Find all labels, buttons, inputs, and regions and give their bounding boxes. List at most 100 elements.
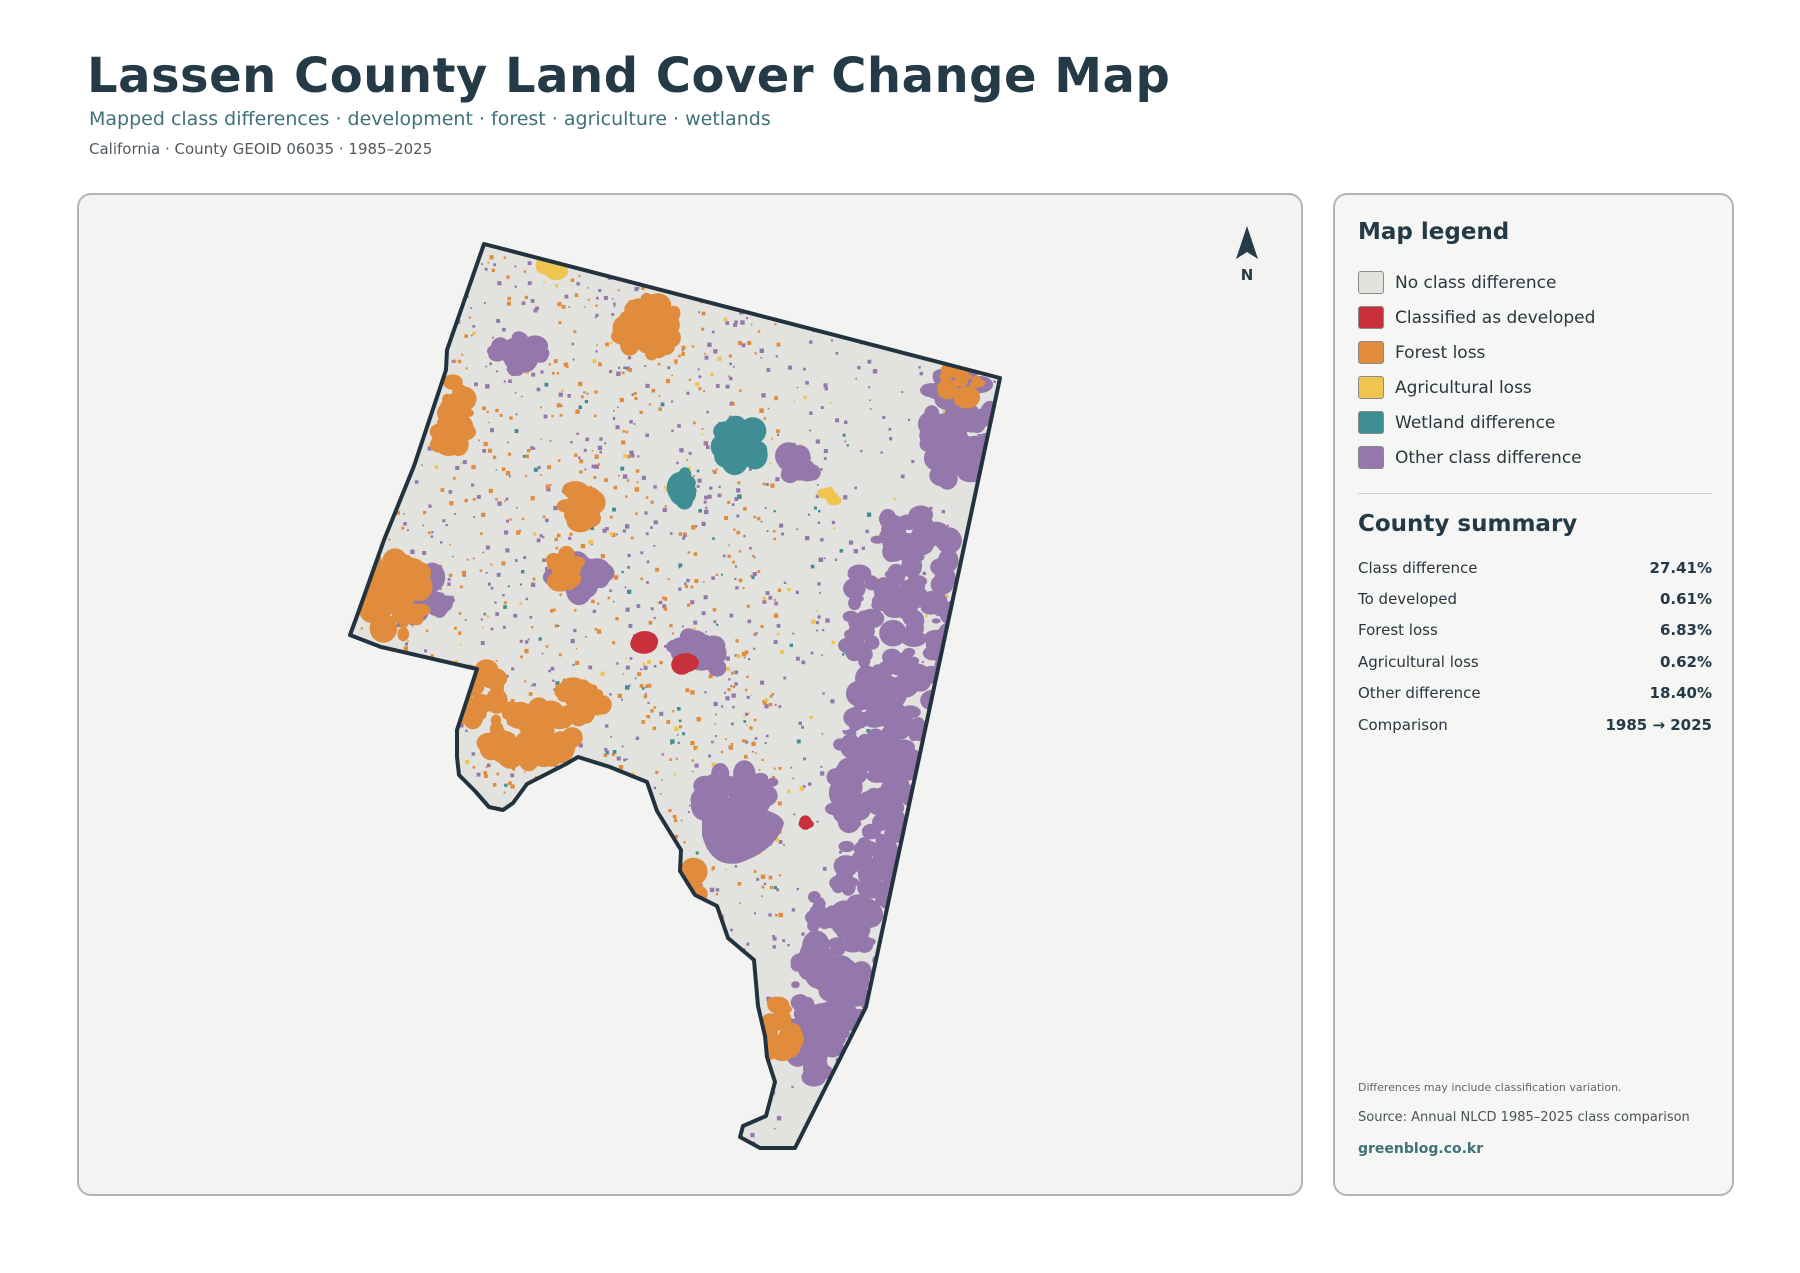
change-patch xyxy=(915,721,926,729)
change-speckle xyxy=(407,994,412,999)
change-patch xyxy=(824,802,846,816)
change-speckle xyxy=(665,1112,668,1115)
change-speckle xyxy=(830,699,835,704)
change-speckle xyxy=(407,669,411,673)
change-speckle xyxy=(769,462,772,465)
change-speckle xyxy=(490,428,495,433)
change-patch xyxy=(429,437,449,453)
change-speckle xyxy=(578,381,583,387)
change-speckle xyxy=(678,725,682,729)
change-patch xyxy=(805,1055,817,1068)
change-speckle xyxy=(743,720,747,723)
change-patch xyxy=(566,496,579,506)
change-speckle xyxy=(505,674,509,678)
summary-value: 1985 → 2025 xyxy=(1605,715,1712,734)
change-speckle xyxy=(414,480,419,484)
change-speckle xyxy=(998,404,1000,408)
change-speckle xyxy=(685,584,689,588)
change-speckle xyxy=(532,1025,537,1030)
change-speckle xyxy=(571,342,575,346)
change-speckle xyxy=(995,660,999,664)
change-speckle xyxy=(488,488,493,494)
change-speckle xyxy=(443,300,448,304)
change-speckle xyxy=(783,844,785,846)
change-speckle xyxy=(484,267,488,271)
change-speckle xyxy=(416,821,420,825)
lake-patch xyxy=(702,807,784,864)
change-patch xyxy=(380,590,404,606)
change-speckle xyxy=(377,256,380,259)
change-speckle xyxy=(978,1115,981,1118)
change-speckle xyxy=(468,316,471,319)
credit-link[interactable]: greenblog.co.kr xyxy=(1358,1141,1484,1157)
change-speckle xyxy=(389,1065,392,1068)
change-speckle xyxy=(670,742,673,745)
change-speckle xyxy=(366,737,371,742)
change-speckle xyxy=(667,578,670,581)
map-panel[interactable]: N xyxy=(77,193,1303,1196)
change-speckle xyxy=(489,362,492,366)
change-speckle xyxy=(577,777,581,781)
county-map[interactable]: N xyxy=(79,195,1303,1196)
change-speckle xyxy=(478,439,480,442)
change-speckle xyxy=(559,414,563,417)
change-speckle xyxy=(982,871,986,875)
change-speckle xyxy=(410,345,415,349)
change-speckle xyxy=(585,635,587,638)
change-speckle xyxy=(653,616,656,620)
change-speckle xyxy=(420,968,423,972)
change-speckle xyxy=(728,354,732,358)
change-speckle xyxy=(590,526,594,531)
change-speckle xyxy=(605,1151,609,1155)
change-speckle xyxy=(744,650,749,654)
change-speckle xyxy=(656,1132,660,1136)
change-speckle xyxy=(820,468,823,471)
change-speckle xyxy=(893,497,896,501)
change-speckle xyxy=(566,1074,568,1077)
change-speckle xyxy=(453,626,457,630)
change-speckle xyxy=(757,330,761,333)
change-speckle xyxy=(385,785,390,790)
change-patch xyxy=(479,667,508,689)
change-speckle xyxy=(523,270,527,273)
change-speckle xyxy=(715,468,718,471)
change-speckle xyxy=(524,838,529,843)
change-speckle xyxy=(825,618,830,623)
change-patch xyxy=(432,601,447,618)
change-speckle xyxy=(669,894,673,898)
change-speckle xyxy=(748,295,751,298)
change-speckle xyxy=(422,397,427,402)
change-speckle xyxy=(545,978,547,980)
change-speckle xyxy=(502,327,506,332)
change-speckle xyxy=(450,757,454,761)
change-speckle xyxy=(687,1116,691,1121)
change-speckle xyxy=(594,628,598,631)
change-speckle xyxy=(414,347,418,351)
change-speckle xyxy=(488,942,492,946)
change-speckle xyxy=(626,366,630,371)
change-speckle xyxy=(500,1022,503,1025)
change-speckle xyxy=(392,363,396,368)
change-speckle xyxy=(657,824,660,828)
change-speckle xyxy=(559,593,562,596)
change-speckle xyxy=(830,339,833,342)
change-speckle xyxy=(960,316,965,320)
change-speckle xyxy=(597,463,601,466)
change-patch xyxy=(872,791,884,800)
change-speckle xyxy=(823,383,828,388)
change-speckle xyxy=(773,613,779,618)
change-speckle xyxy=(627,356,632,360)
change-speckle xyxy=(371,370,376,374)
change-speckle xyxy=(507,585,510,588)
change-speckle xyxy=(595,839,599,843)
change-speckle xyxy=(691,1047,695,1050)
change-speckle xyxy=(441,799,445,803)
change-speckle xyxy=(564,776,569,782)
change-speckle xyxy=(662,887,666,891)
change-speckle xyxy=(550,609,554,613)
change-patch xyxy=(820,1028,846,1049)
change-speckle xyxy=(605,342,609,347)
change-patch xyxy=(491,695,507,708)
change-speckle xyxy=(583,1152,586,1155)
change-patch xyxy=(503,338,522,360)
